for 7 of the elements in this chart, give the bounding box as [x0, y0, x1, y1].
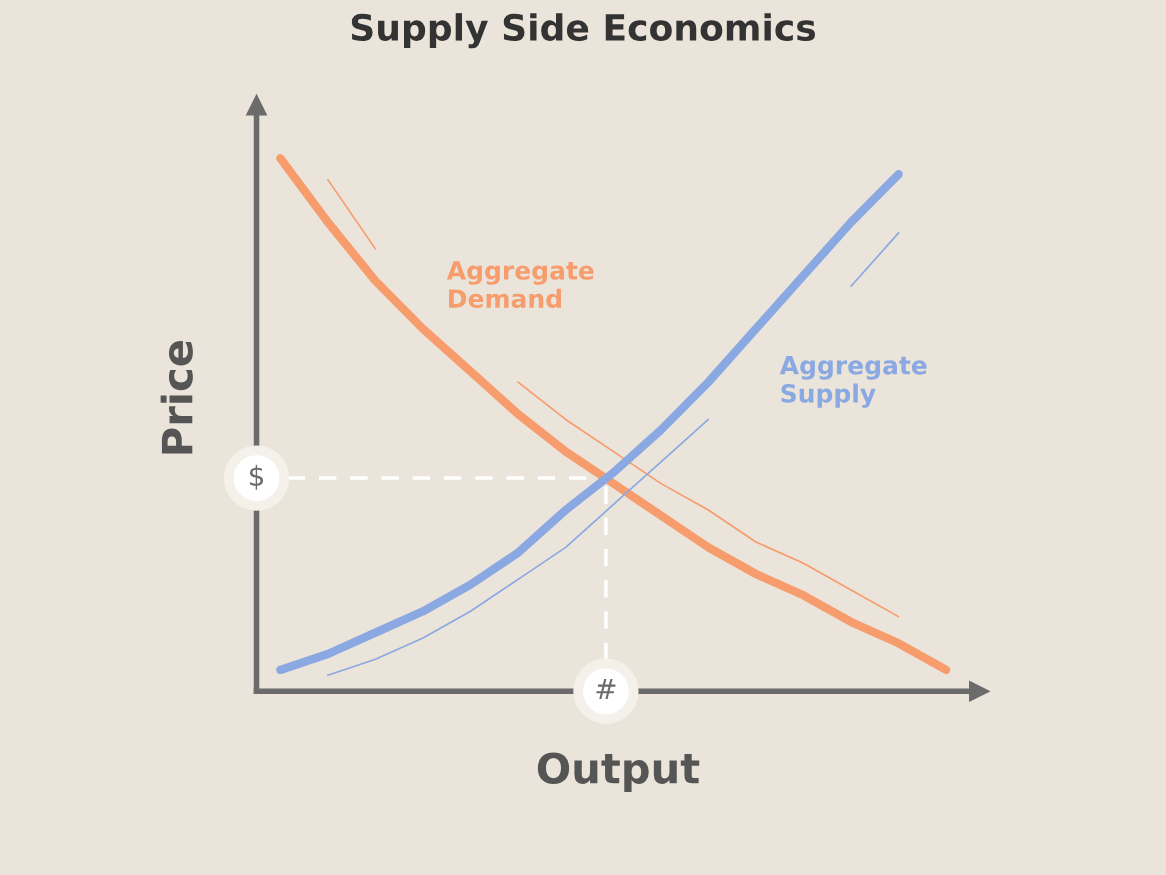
annotation: # — [596, 678, 616, 699]
series-label: Aggregate Supply — [779, 356, 927, 408]
x-axis-title: Output — [537, 752, 700, 792]
chart-title: Supply Side Economics — [351, 13, 816, 49]
y-axis-title: Price — [160, 340, 193, 454]
ref-line-label: $ — [249, 464, 264, 490]
series-label: Aggregate Demand — [446, 261, 594, 309]
